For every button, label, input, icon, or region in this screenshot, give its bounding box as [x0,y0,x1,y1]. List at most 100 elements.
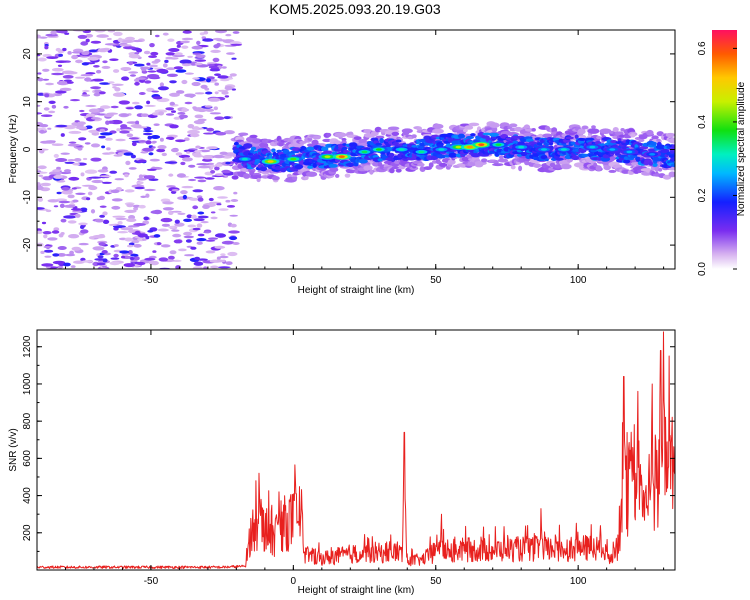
noise-cell [165,52,175,56]
signal-peak [375,148,382,151]
noise-cell [67,143,81,147]
signal-core-cell [436,144,444,148]
noise-cell [173,239,183,244]
signal-core-cell [328,163,338,168]
noise-cell [216,259,226,263]
noise-cell [71,51,83,54]
noise-cell [207,146,218,150]
signal-halo-cell [341,137,347,142]
noise-cell [51,104,57,109]
noise-cell [104,43,118,46]
noise-cell [42,68,50,72]
noise-cell [157,145,167,150]
noise-cell [166,185,176,188]
noise-cell [158,257,169,262]
noise-cell [214,91,219,95]
noise-cell [86,197,91,201]
noise-cell [41,221,47,225]
signal-peak [626,150,633,154]
noise-cell [224,130,235,135]
noise-cell [58,200,71,204]
signal-core-cell [571,155,580,161]
noise-cell [221,169,231,174]
noise-cell [178,114,188,119]
noise-cell [43,107,50,111]
signal-halo-cell [439,162,448,167]
noise-cell [205,108,215,112]
noise-cell [192,77,200,80]
noise-cell [88,49,98,53]
noise-cell [213,154,225,159]
signal-halo-cell [665,132,675,138]
noise-cell [131,239,140,244]
noise-cell [120,67,132,71]
noise-cell [80,225,85,230]
noise-cell [91,179,104,184]
noise-cell [209,112,222,115]
noise-cell [217,266,231,269]
noise-cell [109,170,118,174]
signal-core-cell [465,135,474,140]
noise-cell [149,43,155,48]
noise-cell [84,77,92,82]
noise-cell [134,126,148,129]
signal-core-cell [341,146,348,151]
signal-halo-cell [481,158,488,163]
noise-cell [128,54,140,59]
noise-cell [67,220,77,224]
signal-peak [267,160,274,163]
noise-cell [52,260,66,265]
noise-cell [102,265,107,268]
noise-cell [231,57,237,60]
noise-cell [184,72,194,75]
spectrogram-y-tick-label: -20 [22,237,33,252]
noise-cell [158,111,165,116]
noise-cell [138,204,146,209]
noise-cell [183,231,193,236]
noise-cell [78,242,89,246]
noise-cell [37,57,47,62]
signal-halo-cell [391,131,400,136]
noise-cell [100,132,113,136]
noise-cell [121,39,135,44]
noise-cell [194,150,203,153]
noise-cell [80,41,89,46]
snr-y-tick-label: 200 [22,524,33,541]
signal-halo-cell [509,123,518,128]
noise-cell [137,233,148,238]
signal-peak [541,148,547,151]
noise-cell [197,215,209,219]
noise-cell [57,246,67,250]
noise-cell [143,175,156,180]
signal-core-cell [477,132,486,137]
noise-cell [64,169,71,173]
signal-halo-cell [612,127,619,133]
signal-halo-cell [638,138,645,142]
noise-cell [184,101,193,105]
noise-cell [55,158,68,162]
noise-cell [128,242,135,246]
noise-cell [213,44,220,49]
noise-cell [192,205,199,210]
signal-peak [398,148,405,151]
noise-cell [37,54,41,57]
noise-cell [40,250,45,254]
noise-cell [38,174,43,177]
noise-cell [61,70,75,75]
noise-cell [125,107,134,110]
noise-cell [80,229,89,234]
signal-peak [589,145,596,149]
noise-cell [56,191,62,195]
signal-halo-cell [432,128,444,134]
snr-series-line [37,331,675,570]
noise-cell [203,231,211,234]
noise-cell [214,73,221,76]
noise-cell [96,34,109,38]
signal-core-cell [648,161,654,166]
noise-cell [55,30,68,34]
signal-core-cell [599,143,606,147]
signal-halo-cell [468,122,480,127]
snr-x-tick-label: -50 [144,576,159,587]
colorbar-label: Normalized spectral amplitude [736,81,747,216]
snr-x-tick-label: 50 [430,576,442,587]
